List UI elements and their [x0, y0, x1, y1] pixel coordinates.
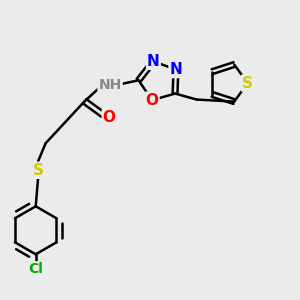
Text: N: N	[147, 54, 160, 69]
Text: NH: NH	[98, 78, 122, 92]
Text: O: O	[146, 93, 158, 108]
Text: S: S	[242, 76, 253, 91]
Text: N: N	[169, 62, 182, 77]
Text: Cl: Cl	[28, 262, 43, 276]
Text: O: O	[103, 110, 116, 125]
Text: S: S	[33, 163, 44, 178]
